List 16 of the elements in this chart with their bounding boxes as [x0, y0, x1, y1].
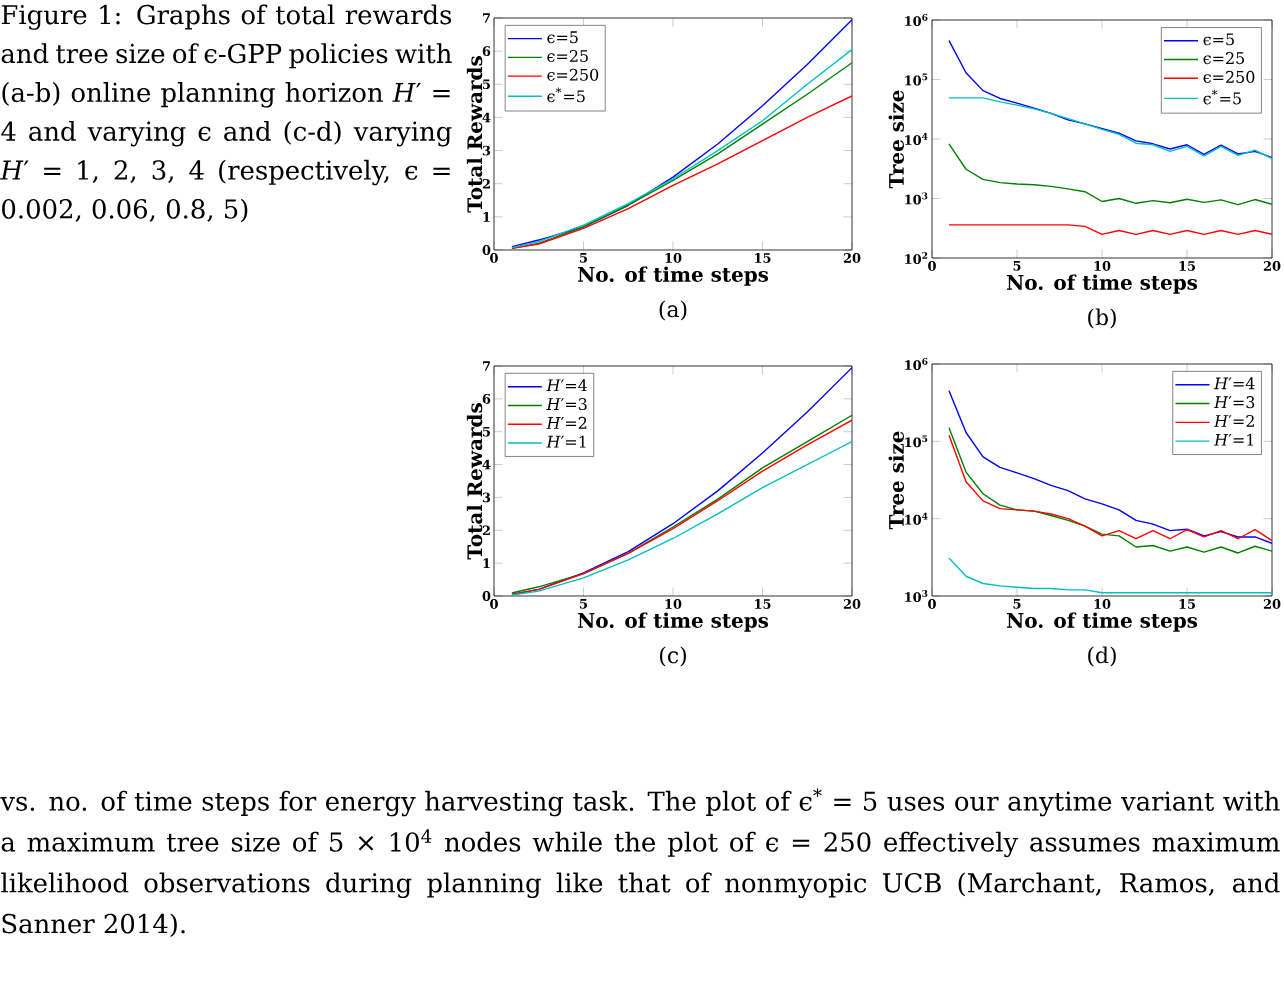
y-axis-title: Total Rewards	[466, 403, 483, 560]
y-axis-title: Tree size	[888, 90, 904, 189]
line-series	[948, 390, 1273, 545]
x-axis-title: No. of time steps	[1006, 612, 1198, 632]
x-axis-title: No. of time steps	[577, 266, 769, 286]
y-axis-title: Total Rewards	[466, 56, 483, 213]
text: (d)	[1088, 646, 1116, 667]
text: (c)	[660, 646, 686, 667]
text: Figure 1: Graphs of total rewards and tree size of ϵ-GPP policies with (a-b) online planning horizon H′ = 4 and varying ϵ and (c-d) varying H′ = 1, 2, 3, 4 (respectively, ϵ = 0.002, 0.06, 0.8, 5)	[0, 4, 452, 223]
x-axis-title: No. of time steps	[577, 612, 769, 632]
x-axis-title: No. of time steps	[1006, 274, 1198, 294]
line-series	[948, 143, 1273, 206]
text: (a)	[659, 300, 687, 321]
text: vs. no. of time steps for energy harvesting task. The plot of ϵ$^{*}$ = 5 uses our anytime variant with a maximum tree size of 5 × 10$^{4}$ nodes while the plot of ϵ = 250 effectively assumes maximum likelihood observations during planning like that of nonmyopic UCB (Marchant, Ramos, and Sanner 2014).	[0, 788, 1280, 938]
text: (b)	[1088, 308, 1116, 329]
y-axis-title: Tree size	[888, 431, 904, 530]
